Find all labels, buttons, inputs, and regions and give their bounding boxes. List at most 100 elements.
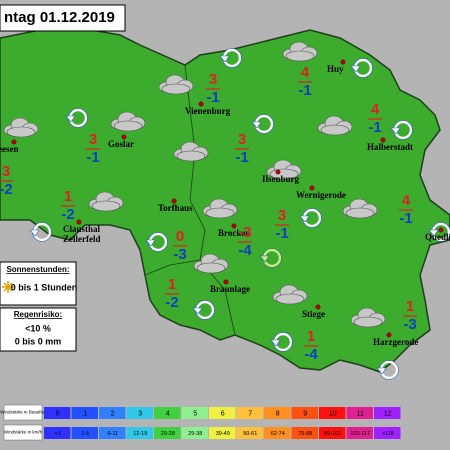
beaufort-label: 10 (329, 410, 337, 417)
wind-icon (259, 248, 282, 268)
sun-title: Sonnenstunden: (6, 265, 69, 274)
wind-icon (390, 120, 413, 140)
scale-cell (346, 407, 373, 419)
wind-arrow (219, 55, 230, 63)
wind-icon (65, 108, 88, 128)
scale-cell (264, 427, 291, 439)
wind-icon (145, 232, 168, 252)
wind-icon (219, 48, 242, 68)
sun-text: 0 bis 1 Stunden (11, 282, 78, 292)
wind-arrow (259, 255, 270, 263)
city-dot (231, 223, 237, 229)
scale-cell (99, 427, 126, 439)
wind-arrow (350, 65, 361, 73)
wind-icon (270, 332, 293, 352)
temp-max: 1 (64, 188, 72, 205)
cloud-icon (272, 284, 308, 305)
cloud-part (285, 50, 315, 62)
beaufort-label: 4 (166, 410, 170, 417)
wind-arrow (390, 127, 401, 135)
kmh-label: 39-49 (216, 431, 230, 437)
cloud-icon (158, 74, 194, 95)
beaufort-label: 5 (193, 410, 197, 417)
sun-icon (2, 281, 14, 293)
cloud-part (161, 83, 191, 95)
city-label: Vienenburg (185, 106, 231, 116)
temp-min: -1 (86, 149, 99, 166)
temp-min: -4 (238, 242, 252, 259)
city-dot (386, 332, 392, 338)
wind-icon (251, 114, 274, 134)
wind-arrow (299, 215, 310, 223)
wind-arrow (192, 307, 203, 315)
city-dot (315, 304, 321, 310)
temp-min: -1 (235, 149, 248, 166)
scale-cell (126, 407, 153, 419)
beaufort-label: 6 (221, 410, 225, 417)
wind-icon (192, 300, 215, 320)
city-label: Quedlinburg (425, 232, 450, 242)
cloud-icon (173, 141, 209, 162)
cloud-icon (202, 198, 238, 219)
city-label: Halberstadt (367, 142, 413, 152)
beaufort-label: 11 (357, 410, 364, 417)
cloud-icon (3, 117, 39, 138)
cloud-icon (193, 253, 229, 274)
rain-line: <10 % (25, 323, 51, 333)
wind-icon (376, 360, 399, 380)
scale-cell (264, 407, 291, 419)
scale-cell (181, 427, 208, 439)
scale-cell (154, 427, 181, 439)
scale-cell (71, 427, 98, 439)
cloud-part (176, 150, 206, 162)
legend-label: Windstärke in Beaufort (0, 410, 46, 415)
map-layer: eesen Goslar Vienenburg Huy Halberstadt Ilsen… (0, 41, 450, 441)
legend-label-cell (3, 424, 43, 441)
city-label: Zellerfeld (63, 234, 101, 244)
wind-arrow (376, 367, 387, 375)
scale-cell (209, 407, 236, 419)
temp-max: 1 (168, 276, 176, 293)
header-title: ntag 01.12.2019 (4, 9, 115, 26)
cloud-part (345, 207, 375, 219)
scale-cell (209, 427, 236, 439)
scale-cell (319, 407, 346, 419)
legend-label-cell (3, 404, 43, 421)
scale-cell (236, 407, 263, 419)
cloud-part (91, 200, 121, 212)
kmh-label: 6-11 (107, 431, 118, 437)
city-dot (76, 219, 82, 225)
temp-min: -1 (206, 89, 219, 106)
scale-cell (154, 407, 181, 419)
scale-cell (44, 427, 71, 439)
city-dot (275, 169, 281, 175)
cloud-part (205, 207, 235, 219)
city-dot (198, 101, 204, 107)
wind-arrow (145, 239, 156, 247)
region-shape (0, 27, 450, 373)
kmh-label: 89-102 (324, 431, 341, 437)
sun-box (0, 261, 77, 306)
temp-max: 1 (307, 328, 315, 345)
temp-min: -2 (61, 206, 74, 223)
temp-min: -2 (165, 294, 178, 311)
city-dot (380, 137, 386, 143)
city-dot (11, 139, 17, 145)
wind-icon (299, 208, 322, 228)
city-dot (309, 185, 315, 191)
wind-icon (350, 58, 373, 78)
cloud-part (320, 124, 350, 136)
wind-icon (29, 222, 52, 242)
district-border (184, 64, 236, 336)
kmh-label: 12-19 (133, 431, 147, 437)
cloud-part (6, 126, 36, 138)
scale-cell (71, 407, 98, 419)
city-dot (223, 279, 229, 285)
city-label: Stiege (302, 309, 325, 319)
city-label: Harzgerode (373, 337, 418, 347)
city-label: Huy (327, 64, 344, 74)
kmh-label: 62-74 (271, 431, 285, 437)
kmh-label: 1-5 (81, 431, 89, 437)
city-label: Wernigerode (296, 190, 346, 200)
kmh-label: 50-61 (243, 431, 257, 437)
